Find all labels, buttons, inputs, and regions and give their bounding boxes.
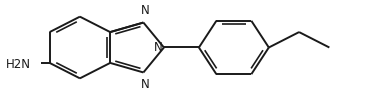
Text: N: N — [141, 78, 150, 91]
Text: N: N — [141, 4, 150, 17]
Text: H2N: H2N — [6, 58, 31, 71]
Text: N: N — [154, 41, 162, 54]
